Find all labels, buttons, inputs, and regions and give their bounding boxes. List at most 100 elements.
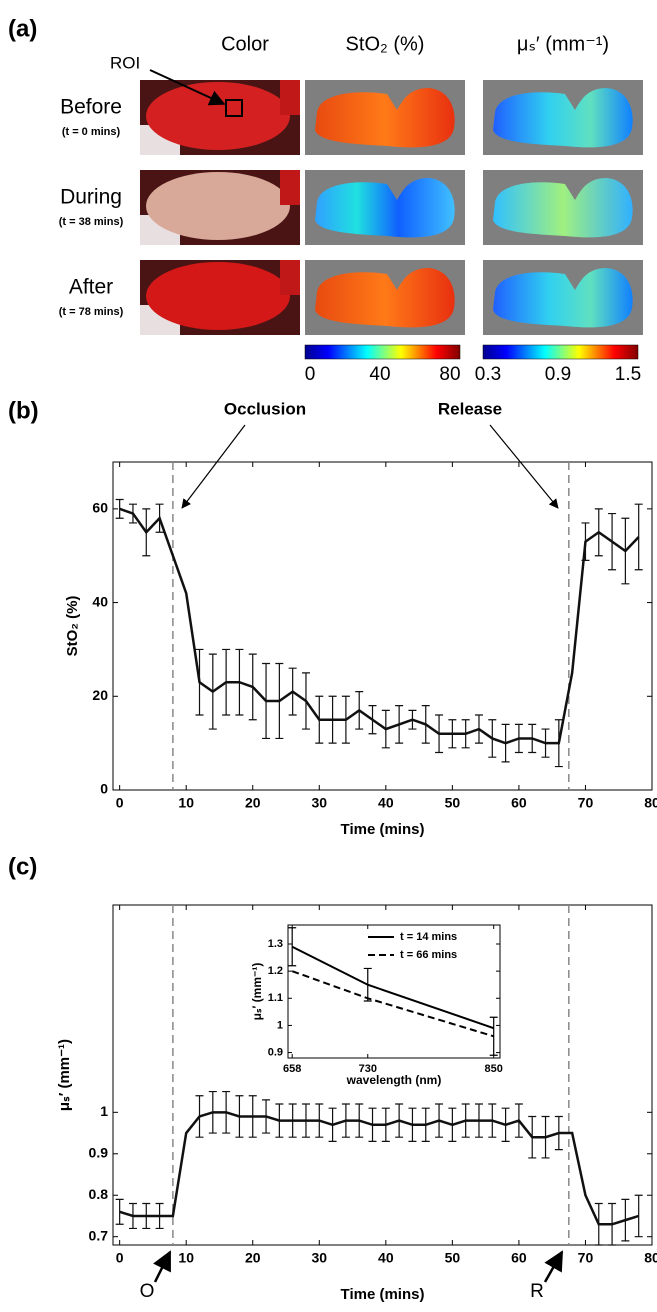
x-tick-label: 10 <box>178 795 194 811</box>
error-bar <box>381 1107 390 1142</box>
x-tick-label: 50 <box>445 1250 461 1266</box>
error-bar <box>368 1107 377 1142</box>
x-tick-label: 70 <box>578 1250 594 1266</box>
colorbar-tick-label: 40 <box>369 364 390 385</box>
image-red <box>280 260 300 295</box>
error-bar <box>421 705 430 744</box>
tissue-map <box>315 268 455 328</box>
map-image <box>483 260 643 335</box>
error-bar <box>328 1107 337 1142</box>
kidney <box>146 172 290 240</box>
error-bar <box>448 1107 457 1142</box>
error-bar <box>461 719 470 749</box>
row-label: After <box>69 276 113 299</box>
x-tick-label: 20 <box>245 795 261 811</box>
annotation-arrow <box>489 424 559 509</box>
annotation-arrow <box>181 424 246 509</box>
tissue-map <box>493 178 633 238</box>
annotation: Release <box>438 399 502 418</box>
y-tick-label: 40 <box>92 593 108 609</box>
tissue-map <box>493 268 633 328</box>
x-tick-label: 80 <box>644 1250 657 1266</box>
row-time: (t = 0 mins) <box>62 126 121 138</box>
error-bar <box>368 705 377 735</box>
error-bar <box>581 522 590 561</box>
x-tick-label: 0 <box>116 1250 124 1266</box>
panel-label: (a) <box>8 15 37 42</box>
color-image <box>140 260 300 335</box>
annotation: Occlusion <box>224 399 306 418</box>
error-bar <box>621 517 630 585</box>
colorbar-tick-label: 80 <box>439 364 460 385</box>
x-tick-label: 20 <box>245 1250 261 1266</box>
x-tick-label: 0 <box>116 795 124 811</box>
image-red <box>280 170 300 205</box>
error-bar <box>262 1099 271 1134</box>
y-tick-label: 60 <box>92 500 108 516</box>
x-tick-label: 60 <box>511 1250 527 1266</box>
error-bar <box>341 1103 350 1138</box>
x-tick-label: 30 <box>311 1250 327 1266</box>
x-axis-label: Time (mins) <box>341 1286 425 1303</box>
error-bar <box>608 512 617 571</box>
y-tick-label: 0.7 <box>89 1227 109 1243</box>
kidney <box>146 262 290 330</box>
roi-arrow <box>149 69 226 106</box>
y-axis-label: μₛ′ (mm⁻¹) <box>250 963 264 1021</box>
error-bar <box>195 648 204 716</box>
error-bar <box>288 667 297 716</box>
map-image <box>483 170 643 245</box>
error-bar <box>621 1198 630 1242</box>
row-label: Before <box>60 96 122 119</box>
error-bar <box>315 695 324 744</box>
error-bar <box>634 1194 643 1238</box>
x-tick-label: 60 <box>511 795 527 811</box>
error-bar <box>461 1103 470 1138</box>
colorbar <box>304 344 461 360</box>
error-bar <box>488 1103 497 1138</box>
error-bar <box>115 1198 124 1225</box>
map-image <box>305 170 465 245</box>
error-bar <box>408 1107 417 1142</box>
panel-b: (b) 0 10 20 30 40 50 60 70 80 0 20 40 60 Time (mins) St… <box>8 397 657 838</box>
y-tick-label: 1.3 <box>268 938 283 950</box>
error-bar <box>594 1202 603 1246</box>
error-bar <box>155 503 164 533</box>
x-tick-label: 40 <box>378 795 394 811</box>
error-bar <box>235 648 244 716</box>
tissue-map <box>315 88 455 148</box>
y-tick-label: 1.2 <box>268 965 283 977</box>
x-tick-label: 70 <box>578 795 594 811</box>
annotation-arrow <box>153 1250 172 1283</box>
error-bar <box>142 508 151 557</box>
row-time: (t = 78 mins) <box>59 306 124 318</box>
x-tick-label: 40 <box>378 1250 394 1266</box>
x-tick-label: 10 <box>178 1250 194 1266</box>
error-bar <box>528 723 537 754</box>
map-image <box>483 80 643 155</box>
error-bar <box>381 709 390 749</box>
data-line <box>119 1111 640 1226</box>
x-tick-label: 658 <box>283 1063 301 1075</box>
error-bar <box>528 1115 537 1159</box>
error-bar <box>235 1095 244 1138</box>
error-bar <box>301 1103 310 1138</box>
error-bar <box>421 1107 430 1142</box>
tissue-map <box>315 178 455 238</box>
error-bar <box>355 691 364 730</box>
image-red <box>280 80 300 115</box>
color-image <box>140 80 300 155</box>
error-bar <box>435 714 444 754</box>
plot-frame <box>287 924 501 1059</box>
panel-label: (b) <box>8 397 39 424</box>
error-bar <box>155 1202 164 1230</box>
error-bar <box>395 705 404 744</box>
colorbar-tick-label: 0.3 <box>475 364 501 385</box>
error-bar <box>128 1202 137 1230</box>
y-tick-label: 0.9 <box>89 1144 109 1160</box>
error-bar <box>142 1202 151 1230</box>
error-bar <box>275 1103 284 1138</box>
error-bar <box>474 714 483 744</box>
x-tick-label: 80 <box>644 795 657 811</box>
error-bar <box>541 728 550 758</box>
